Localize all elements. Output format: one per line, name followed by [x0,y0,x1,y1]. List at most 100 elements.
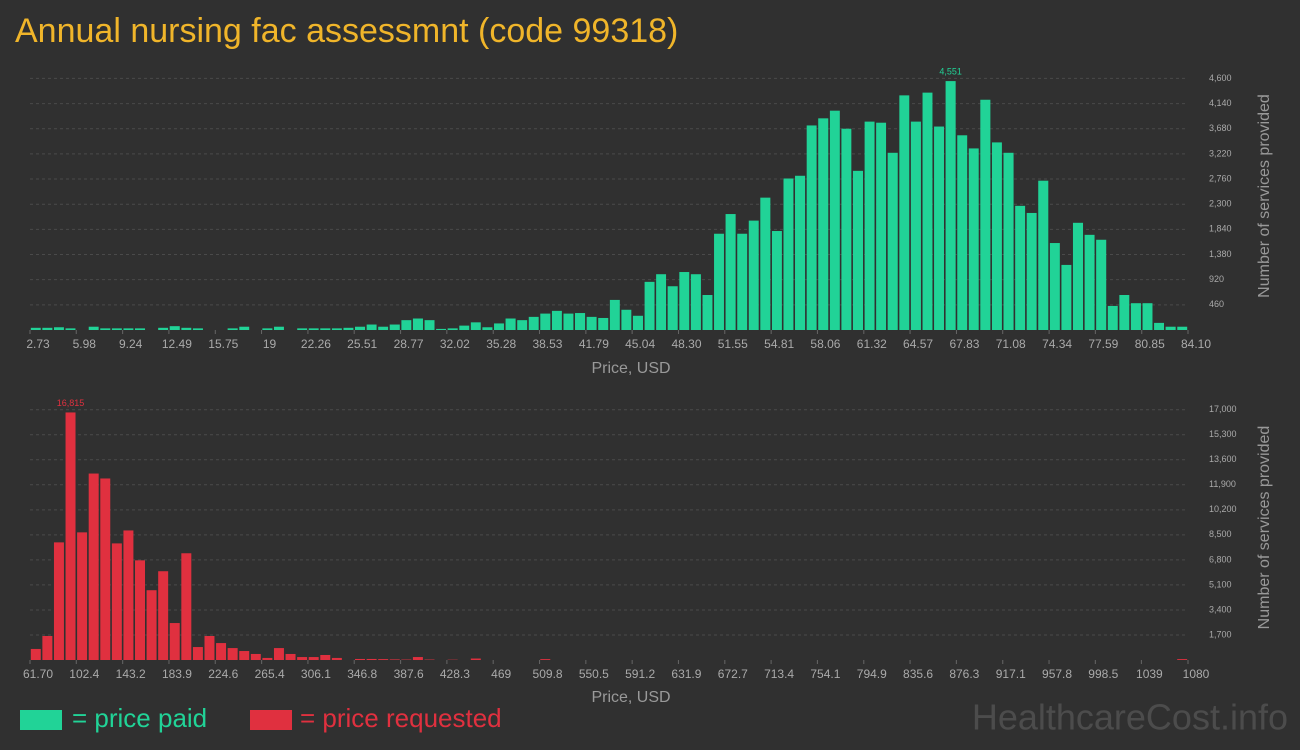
y-tick-label: 1,840 [1209,224,1232,234]
bar [111,543,122,660]
bar [494,323,504,330]
x-tick-label: 35.28 [486,337,516,351]
bar [88,473,99,660]
bar [714,233,724,330]
x-tick-label: 509.8 [533,667,563,681]
x-tick-label: 550.5 [579,667,609,681]
bar [239,651,250,660]
y-tick-label: 4,140 [1209,98,1232,108]
x-tick-label: 74.34 [1042,337,1072,351]
bar [609,299,620,330]
bar [169,623,180,660]
bar [1072,222,1084,330]
bar [53,542,64,660]
bar [528,316,539,330]
bar [366,324,377,330]
y-tick-label: 1,380 [1209,249,1232,259]
bar [169,326,180,330]
bar [945,81,956,330]
x-axis-label: Price, USD [591,689,670,706]
bar [1049,243,1060,330]
x-tick-label: 58.06 [810,337,840,351]
bar [829,110,840,330]
bar [540,313,551,330]
bar [320,654,331,660]
bar [447,328,458,330]
x-tick-label: 22.26 [301,337,331,351]
bar [621,309,632,330]
bar [111,328,122,330]
bar [146,590,157,660]
x-tick-label: 1080 [1183,667,1210,681]
bar [192,328,203,330]
bar [470,322,481,330]
bar [123,530,134,660]
x-tick-label: 876.3 [949,667,979,681]
x-tick-label: 61.70 [23,667,53,681]
x-tick-label: 102.4 [69,667,99,681]
x-tick-label: 67.83 [949,337,979,351]
x-tick-label: 591.2 [625,667,655,681]
bar [1119,294,1130,330]
x-tick-label: 672.7 [718,667,748,681]
bar [1107,305,1118,330]
y-tick-label: 4,600 [1209,73,1232,83]
watermark: HealthcareCost.info [972,697,1288,738]
bar [135,560,145,660]
x-tick-label: 12.49 [162,337,192,351]
bar [783,178,794,330]
bar [42,327,53,330]
y-tick-label: 920 [1209,274,1224,284]
bar [517,320,528,330]
bar [389,659,400,660]
bar [1177,659,1188,660]
x-tick-label: 428.3 [440,667,470,681]
bar [308,328,319,330]
bar [227,648,238,660]
x-tick-label: 387.6 [394,667,424,681]
chart-title: Annual nursing fac assessmnt (code 99318… [15,12,678,50]
x-tick-label: 32.02 [440,337,470,351]
x-tick-label: 2.73 [26,337,50,351]
bar [725,214,736,330]
x-tick-label: 71.08 [996,337,1026,351]
bar [239,326,250,330]
bar [1177,326,1188,330]
bar [389,324,400,330]
y-tick-label: 1,700 [1209,629,1232,639]
x-tick-label: 84.10 [1181,337,1211,351]
bar [540,659,551,660]
bar [470,658,481,660]
bar [667,286,678,330]
bar [690,274,701,330]
y-tick-label: 8,500 [1209,529,1232,539]
x-axis-label: Price, USD [591,360,670,377]
x-tick-label: 64.57 [903,337,933,351]
x-tick-label: 41.79 [579,337,609,351]
bar [644,281,655,330]
bar [320,328,331,330]
y-tick-label: 11,900 [1209,479,1236,489]
bar [748,220,759,330]
bar [65,412,76,660]
bar [818,118,829,331]
bar [980,99,991,331]
y-axis-label: Number of services provided [1256,426,1273,630]
y-tick-label: 5,100 [1209,579,1232,589]
bar [737,233,748,330]
x-tick-label: 835.6 [903,667,933,681]
bar [412,657,423,660]
bar [77,532,88,660]
bar [30,327,41,330]
y-tick-label: 2,760 [1209,173,1232,183]
x-tick-label: 183.9 [162,667,192,681]
y-tick-label: 3,400 [1209,604,1232,614]
bar [656,274,667,330]
bar [1084,234,1095,330]
bar [412,318,423,330]
bar [1015,205,1026,330]
bar [1003,152,1014,330]
y-tick-label: 2,300 [1209,199,1232,209]
bar [378,659,389,660]
